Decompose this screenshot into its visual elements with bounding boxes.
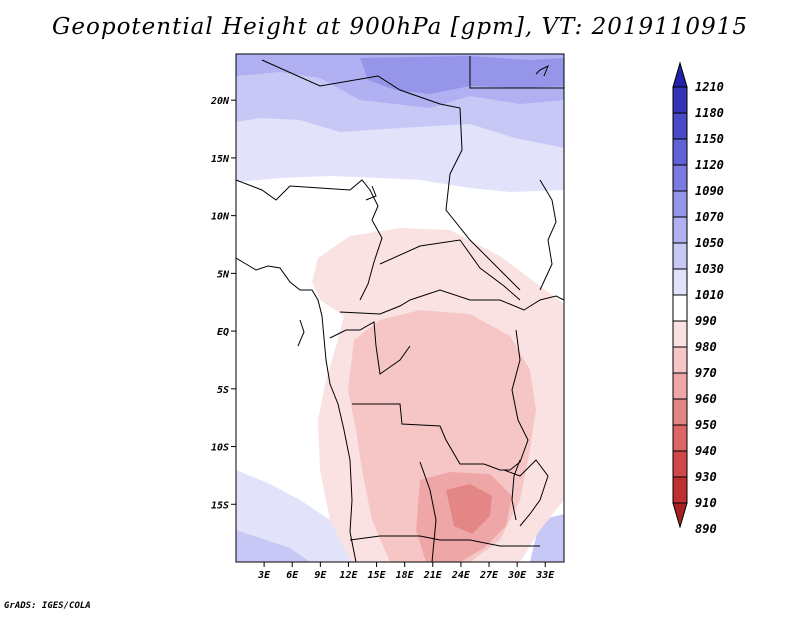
- grads-credit: GrADS: IGES/COLA: [4, 601, 91, 611]
- lon-tick-label: 18E: [396, 570, 415, 581]
- colorbar-segment: [672, 450, 688, 478]
- colorbar-label: 890: [695, 522, 717, 536]
- lake-malawi: [511, 459, 521, 521]
- boundary-ethiopia: [539, 179, 557, 291]
- colorbar: 1210 1180 1150 1120 1090 1070 1050 1030 1010 990 9…: [672, 61, 724, 536]
- colorbar-label: 930: [695, 470, 717, 484]
- colorbar-bottom-arrow: [672, 502, 688, 529]
- southeast-height-1030: [530, 514, 564, 562]
- lat-tick-label: 5S: [217, 385, 229, 396]
- colorbar-segment: [672, 112, 688, 140]
- lon-tick-label: 33E: [535, 570, 555, 581]
- north-height-1070: [360, 56, 564, 94]
- colorbar-label: 1120: [695, 158, 724, 172]
- longitude-axis: 3E 6E 9E 12E 15E 18E 21E 24E 27E 30E 33E: [257, 562, 555, 581]
- lon-tick-label: 24E: [451, 570, 471, 581]
- lat-tick-label: 10S: [211, 443, 229, 454]
- colorbar-label: 940: [695, 444, 717, 458]
- colorbar-label: 980: [695, 340, 717, 354]
- colorbar-label: 1210: [695, 80, 724, 94]
- colorbar-segment: [672, 190, 688, 218]
- colorbar-label: 970: [695, 366, 717, 380]
- boundary-car: [379, 239, 521, 301]
- boundary-great-lakes: [509, 329, 529, 471]
- colorbar-label: 1050: [695, 236, 724, 250]
- colorbar-segment: [672, 424, 688, 452]
- lon-tick-label: 3E: [257, 570, 271, 581]
- colorbar-segment: [672, 320, 688, 348]
- colorbar-segment: [672, 164, 688, 192]
- lon-tick-label: 6E: [286, 570, 299, 581]
- height-field: [236, 54, 564, 562]
- colorbar-segment: [672, 372, 688, 400]
- lat-tick-label: 10N: [211, 212, 230, 223]
- boundary-congo-north: [339, 289, 564, 315]
- lat-tick-label: 5N: [217, 269, 230, 280]
- lat-tick-label: 15S: [211, 500, 229, 511]
- colorbar-label: 1070: [695, 210, 724, 224]
- colorbar-top-arrow: [672, 61, 688, 88]
- lon-tick-label: 30E: [507, 570, 527, 581]
- boundary-malawi: [503, 459, 549, 527]
- colorbar-label: 990: [695, 314, 717, 328]
- colorbar-label: 950: [695, 418, 717, 432]
- boundary-zambia-angola: [419, 461, 437, 562]
- lat-tick-label: EQ: [217, 327, 229, 338]
- colorbar-label: 1010: [695, 288, 724, 302]
- colorbar-label: 1180: [695, 106, 724, 120]
- colorbar-label: 1090: [695, 184, 724, 198]
- colorbar-label: 960: [695, 392, 717, 406]
- island-bioko: [297, 319, 305, 347]
- colorbar-segment: [672, 294, 688, 322]
- height-950: [446, 484, 492, 534]
- lon-tick-label: 21E: [423, 570, 443, 581]
- lon-tick-label: 27E: [479, 570, 499, 581]
- latitude-axis: 20N 15N 10N 5N EQ 5S 10S 15S: [210, 96, 236, 511]
- colorbar-label: 910: [695, 496, 717, 510]
- colorbar-segment: [672, 346, 688, 374]
- colorbar-segment: [672, 398, 688, 426]
- boundary-congo-gabon: [329, 321, 411, 375]
- colorbar-segment: [672, 138, 688, 166]
- coast-fragment: [535, 64, 549, 77]
- colorbar-segment: [672, 268, 688, 296]
- lake-chad: [365, 185, 377, 201]
- map-frame: [235, 53, 565, 563]
- colorbar-label: 1150: [695, 132, 724, 146]
- boundary-angola-drc: [352, 403, 510, 471]
- lat-tick-label: 15N: [211, 154, 230, 165]
- lon-tick-label: 15E: [368, 570, 387, 581]
- colorbar-label: 1030: [695, 262, 724, 276]
- southwest-height-1010: [236, 470, 362, 562]
- boundary-nigeria: [236, 179, 383, 301]
- boundaries: [236, 56, 564, 562]
- colorbar-segment: [672, 216, 688, 244]
- lat-tick-label: 20N: [210, 96, 230, 107]
- colorbar-segment: [672, 476, 688, 504]
- chart-title: Geopotential Height at 900hPa [gpm], VT:…: [52, 14, 748, 40]
- lon-tick-label: 9E: [314, 570, 327, 581]
- lon-tick-label: 12E: [339, 570, 358, 581]
- atlantic-coastline: [236, 257, 357, 562]
- southwest-height-1030: [236, 530, 310, 562]
- colorbar-segment: [672, 242, 688, 270]
- boundary-chad-sudan: [261, 59, 521, 291]
- colorbar-segment: [672, 86, 688, 114]
- boundary-egypt-libya: [469, 56, 564, 89]
- boundary-namibia-botswana: [349, 535, 540, 547]
